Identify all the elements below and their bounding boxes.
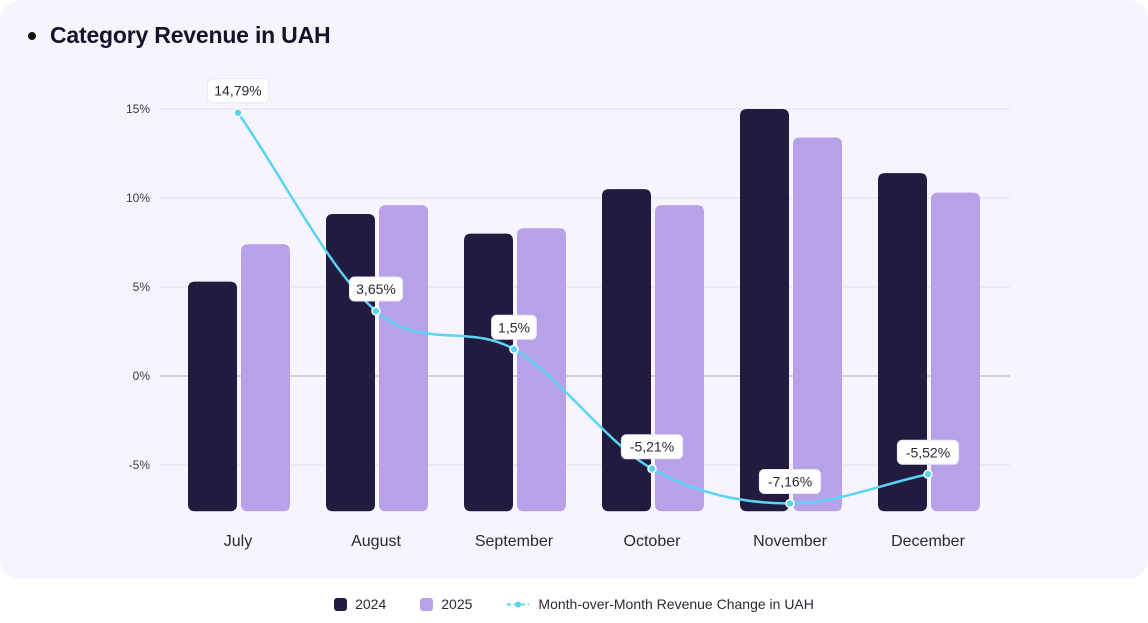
- legend-item-2025[interactable]: 2025: [420, 596, 472, 612]
- data-label: -5,21%: [630, 439, 674, 455]
- legend-label-mom: Month-over-Month Revenue Change in UAH: [538, 596, 814, 612]
- x-tick-label: December: [891, 533, 965, 550]
- y-tick-label: -5%: [129, 458, 151, 472]
- x-tick-label: July: [224, 533, 252, 550]
- legend-item-2024[interactable]: 2024: [334, 596, 386, 612]
- bar-2024: [602, 189, 651, 512]
- chart-plot: 15% 10% 5% 0% -5% July August September October N…: [126, 78, 1010, 550]
- data-label: -5,52%: [906, 444, 950, 460]
- x-tick-label: November: [753, 533, 827, 550]
- data-label: 14,79%: [214, 83, 261, 99]
- line-point: [923, 469, 933, 480]
- x-tick-label: October: [624, 533, 682, 550]
- line-point: [647, 463, 657, 474]
- line-point: [371, 306, 381, 316]
- legend-item-mom[interactable]: Month-over-Month Revenue Change in UAH: [506, 596, 814, 612]
- line-point: [785, 498, 795, 509]
- legend-swatch-2024: [334, 597, 348, 611]
- data-label-box: [206, 78, 270, 104]
- legend: 2024 2025 Month-over-Month Revenue Chang…: [0, 596, 1148, 612]
- data-label-box: [491, 314, 537, 340]
- bar-2025: [241, 244, 290, 512]
- data-label: -7,16%: [768, 473, 812, 489]
- bullet-icon: [28, 31, 36, 40]
- y-tick-label: 0%: [133, 369, 151, 383]
- bar-2024: [188, 281, 237, 512]
- y-tick-label: 5%: [133, 280, 151, 294]
- line-point: [233, 107, 243, 118]
- data-label: 1,5%: [498, 319, 530, 335]
- legend-swatch-2025: [420, 597, 434, 611]
- legend-label-2025: 2025: [441, 596, 473, 612]
- bar-2025: [793, 137, 842, 512]
- bar-2024: [878, 173, 927, 512]
- bar-2024: [740, 109, 789, 512]
- x-tick-label: September: [475, 533, 554, 550]
- line-point: [509, 344, 519, 355]
- bar-2024: [464, 233, 513, 512]
- y-tick-label: 15%: [126, 102, 150, 116]
- legend-label-2024: 2024: [355, 596, 387, 612]
- data-label-box: [620, 434, 684, 460]
- bar-2025: [655, 205, 704, 512]
- x-tick-label: August: [351, 533, 401, 550]
- legend-line-icon: [507, 601, 530, 607]
- chart-title: Category Revenue in UAH: [50, 22, 331, 48]
- y-tick-label: 10%: [126, 191, 150, 205]
- data-label-box: [349, 276, 403, 302]
- title-row: Category Revenue in UAH: [28, 22, 331, 49]
- data-label-box: [896, 439, 960, 465]
- bar-2025: [931, 192, 980, 512]
- bar-2025: [379, 205, 428, 512]
- data-label: 3,65%: [356, 281, 396, 297]
- data-label-box: [758, 468, 822, 494]
- bar-2024: [326, 214, 375, 512]
